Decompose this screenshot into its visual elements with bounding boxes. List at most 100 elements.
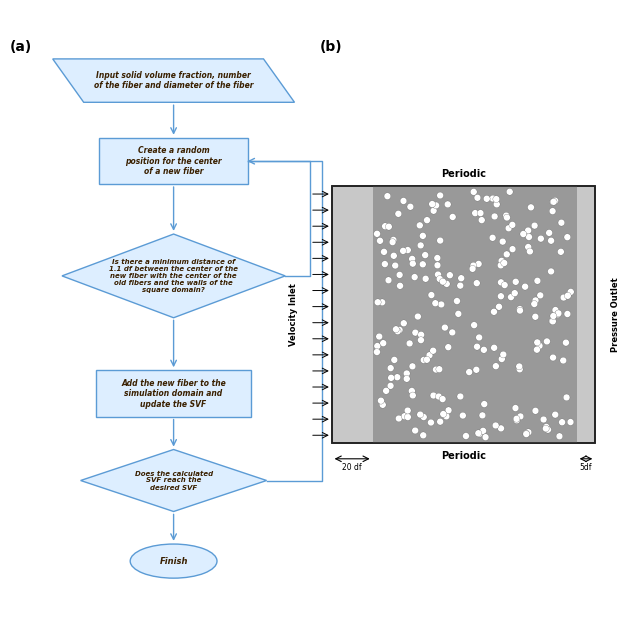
Circle shape <box>414 313 421 320</box>
Text: Input solid volume fraction, number
of the fiber and diameter of the fiber: Input solid volume fraction, number of t… <box>94 71 254 91</box>
Circle shape <box>396 327 403 334</box>
Circle shape <box>564 293 571 299</box>
Circle shape <box>412 329 418 336</box>
Text: 5df: 5df <box>580 463 592 472</box>
Circle shape <box>404 414 411 420</box>
Circle shape <box>400 247 407 254</box>
Circle shape <box>560 294 567 301</box>
Circle shape <box>445 343 452 350</box>
Polygon shape <box>62 234 285 317</box>
Circle shape <box>409 388 415 394</box>
Circle shape <box>457 393 464 400</box>
Circle shape <box>526 248 533 255</box>
Circle shape <box>534 277 541 284</box>
Circle shape <box>436 366 443 373</box>
Circle shape <box>391 252 397 259</box>
Circle shape <box>420 414 427 420</box>
Circle shape <box>505 225 512 232</box>
Text: Create a random
position for the center
of a new fiber: Create a random position for the center … <box>125 146 222 176</box>
Circle shape <box>532 297 539 304</box>
Text: Velocity Inlet: Velocity Inlet <box>289 283 298 346</box>
Circle shape <box>392 262 399 269</box>
Circle shape <box>373 348 380 355</box>
Circle shape <box>376 237 383 244</box>
Circle shape <box>544 427 551 433</box>
Circle shape <box>512 290 518 296</box>
Circle shape <box>525 429 532 436</box>
Circle shape <box>466 369 472 376</box>
Circle shape <box>396 272 403 278</box>
Text: Is there a minimum distance of
1.1 df between the center of the
new fiber with t: Is there a minimum distance of 1.1 df be… <box>109 259 238 293</box>
Circle shape <box>552 197 559 204</box>
Circle shape <box>564 311 571 317</box>
Circle shape <box>454 298 461 304</box>
Circle shape <box>381 249 388 255</box>
Circle shape <box>501 260 508 267</box>
Circle shape <box>507 188 513 195</box>
Circle shape <box>435 393 442 400</box>
Circle shape <box>503 214 510 221</box>
Circle shape <box>497 293 504 299</box>
Circle shape <box>544 338 551 345</box>
Circle shape <box>475 260 482 267</box>
Text: Add the new fiber to the
simulation domain and
update the SVF: Add the new fiber to the simulation doma… <box>122 379 226 409</box>
Circle shape <box>376 333 383 340</box>
Circle shape <box>422 252 428 259</box>
Circle shape <box>469 265 476 272</box>
Circle shape <box>406 340 413 347</box>
Circle shape <box>407 203 414 210</box>
Circle shape <box>494 201 500 208</box>
Circle shape <box>480 347 487 353</box>
Circle shape <box>428 291 435 298</box>
Circle shape <box>498 257 505 264</box>
Circle shape <box>547 237 554 244</box>
Circle shape <box>532 313 539 320</box>
Circle shape <box>554 311 561 317</box>
Circle shape <box>443 413 450 420</box>
Circle shape <box>391 356 398 363</box>
Circle shape <box>390 236 397 243</box>
Text: (b): (b) <box>319 40 342 55</box>
Circle shape <box>440 410 446 417</box>
Circle shape <box>463 433 469 440</box>
Circle shape <box>542 425 549 432</box>
Circle shape <box>552 411 559 418</box>
Circle shape <box>520 231 527 237</box>
Circle shape <box>436 237 443 244</box>
Circle shape <box>471 322 477 329</box>
Circle shape <box>404 375 410 382</box>
Bar <box>332 186 595 443</box>
Circle shape <box>445 201 451 208</box>
Circle shape <box>404 247 411 254</box>
Circle shape <box>394 328 401 335</box>
Circle shape <box>420 356 427 363</box>
Circle shape <box>417 411 423 418</box>
Circle shape <box>549 318 556 325</box>
Circle shape <box>378 397 384 404</box>
Circle shape <box>470 262 477 269</box>
Circle shape <box>498 425 505 432</box>
Circle shape <box>392 326 399 333</box>
Circle shape <box>404 407 411 414</box>
Circle shape <box>525 227 531 234</box>
Circle shape <box>404 370 410 377</box>
Circle shape <box>429 201 436 208</box>
Circle shape <box>445 407 452 414</box>
Bar <box>99 138 248 185</box>
Circle shape <box>526 234 533 241</box>
Circle shape <box>417 222 423 229</box>
Circle shape <box>525 244 531 250</box>
Circle shape <box>374 343 381 350</box>
Circle shape <box>473 366 480 373</box>
Circle shape <box>480 427 487 434</box>
Circle shape <box>521 283 528 290</box>
Circle shape <box>556 433 563 440</box>
Circle shape <box>495 303 502 310</box>
Circle shape <box>436 192 443 199</box>
Circle shape <box>567 418 574 425</box>
Circle shape <box>492 422 499 429</box>
Circle shape <box>490 344 497 351</box>
Circle shape <box>489 195 496 202</box>
Circle shape <box>513 415 520 422</box>
Circle shape <box>516 363 523 370</box>
